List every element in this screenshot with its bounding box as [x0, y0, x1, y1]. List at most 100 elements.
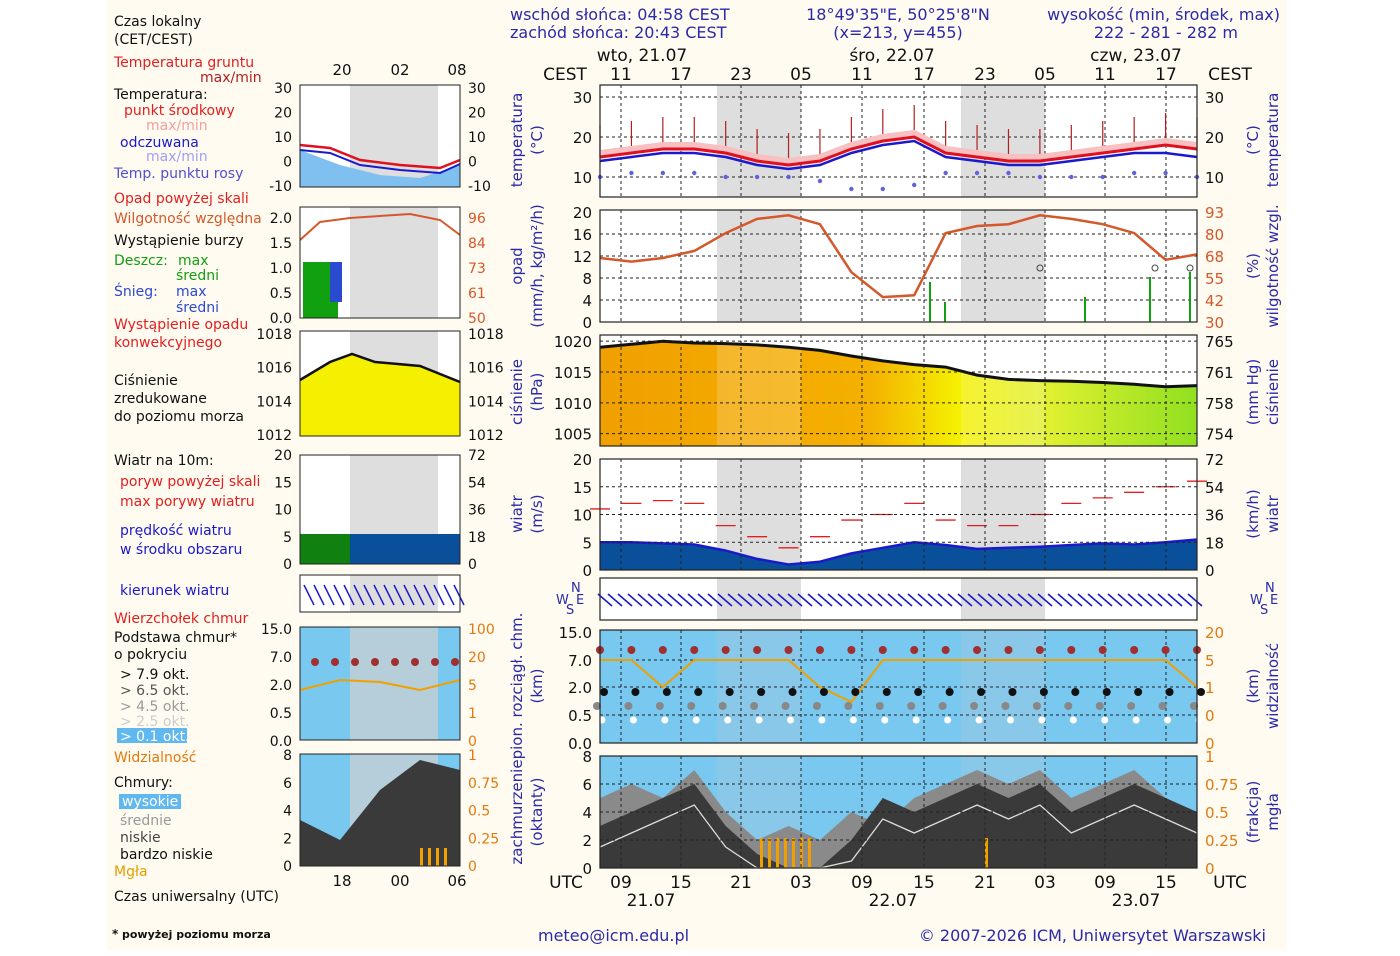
tick-right: 20 — [1205, 129, 1224, 147]
rain-avg-label: średni — [176, 268, 219, 284]
compass-w-right: W — [1250, 593, 1263, 608]
cloud-base-label-1: Podstawa chmur* — [114, 630, 237, 646]
cloud-base-dot — [781, 702, 790, 710]
cloud-top-dot — [721, 646, 730, 654]
wind-arrow — [687, 593, 703, 607]
local-hour-3: 08 — [447, 61, 466, 79]
legend-temp-line — [299, 143, 461, 170]
wind-arrow — [917, 593, 933, 607]
local-hour-2: 02 — [390, 61, 409, 79]
axis-label: mgła — [1264, 793, 1282, 831]
cloud-base-dot — [788, 688, 797, 696]
cloud-top-dot — [1067, 646, 1076, 654]
wind-arrow — [757, 593, 773, 607]
tick-left: 4 — [582, 804, 592, 822]
hour-utc-label: 15 — [670, 873, 692, 893]
day-label-1: wto, 21.07 — [597, 46, 687, 66]
legend-tick-right: 100 — [468, 622, 495, 638]
legend-tick-right: 0.25 — [468, 831, 499, 847]
cloud-base-dot — [945, 688, 954, 696]
cloud-base-dot — [661, 716, 669, 724]
pressure-area — [600, 341, 1197, 446]
cloud-base-dot — [593, 702, 601, 710]
legend-tick-right: 1 — [468, 748, 477, 764]
dew-point — [660, 170, 666, 176]
legend-humidity-line — [299, 212, 461, 241]
tick-right: 36 — [1205, 507, 1224, 525]
legend-pressure-area — [300, 354, 460, 436]
wind-arrow — [777, 593, 793, 607]
legend-wind-arrow — [443, 584, 455, 606]
night-band — [717, 210, 801, 322]
wind-arrow — [837, 593, 853, 607]
cloud-base-dot — [1127, 702, 1136, 710]
legend-visibility-line — [299, 678, 461, 692]
octa-01-label: > 0.1 okt. — [120, 729, 190, 745]
cest-label-right: CEST — [1208, 65, 1252, 85]
legend-wind-green — [300, 534, 350, 564]
tick-right: 30 — [1205, 314, 1224, 332]
cloud-top-dot — [784, 646, 793, 654]
legend-tick-right: 36 — [468, 503, 486, 519]
tick-left: 0.5 — [568, 707, 592, 725]
axis-label: (hPa) — [528, 373, 546, 412]
snow-avg-label: średni — [176, 300, 219, 316]
cloud-base-dot — [812, 702, 821, 710]
wind-arrow — [1037, 593, 1053, 607]
hour-cest-label: 17 — [1155, 65, 1177, 85]
wind-arrow — [657, 593, 673, 607]
wind-speed-line — [600, 538, 1198, 566]
felt-temp-mm: max/min — [146, 149, 208, 165]
legend-tick-left: 7.0 — [270, 650, 292, 666]
legend-tick-left: 1018 — [256, 327, 292, 343]
legend-tick-left: 10 — [274, 130, 292, 146]
utc-time-label: Czas uniwersalny (UTC) — [114, 889, 279, 905]
dew-point — [754, 174, 760, 180]
legend-tick-right: 1018 — [468, 327, 504, 343]
legend-tick-left: 1.5 — [270, 236, 292, 252]
fog-bar — [784, 838, 787, 868]
wind-title: Wiatr na 10m: — [114, 453, 214, 469]
cover-mid-line — [599, 804, 1198, 869]
cloud-base-dot — [818, 716, 826, 724]
hour-utc-label: 15 — [1155, 873, 1177, 893]
legend-wind-arrow — [453, 584, 465, 606]
tick-left: 5 — [582, 534, 592, 552]
tick-left: 20 — [573, 204, 592, 222]
wind-arrow — [987, 593, 1003, 607]
utc-label-right: UTC — [1213, 873, 1247, 893]
axis-label: (oktanty) — [528, 778, 546, 847]
wind-arrow — [677, 593, 693, 607]
day-label-2: śro, 22.07 — [849, 46, 934, 66]
cloud-base-dot — [1006, 716, 1014, 724]
cloud-base-dot — [944, 716, 952, 724]
snow-max-label: max — [176, 284, 207, 300]
wind-arrow — [767, 593, 783, 607]
tick-left: 1015 — [554, 364, 592, 382]
hour-cest-label: 23 — [730, 65, 752, 85]
wind-arrow — [827, 593, 843, 607]
axis-label: (km) — [528, 668, 546, 703]
tick-left: 30 — [573, 89, 592, 107]
compass-s-left: S — [566, 603, 574, 618]
utc-hour-3: 06 — [447, 872, 466, 890]
cloud-base-dot — [938, 702, 947, 710]
legend-tick-right: 1016 — [468, 361, 504, 377]
wind-arrow — [1077, 593, 1093, 607]
legend-tick-right: 18 — [468, 530, 486, 546]
footer-email-link[interactable]: meteo@icm.edu.pl — [538, 926, 689, 945]
wind-arrow — [867, 593, 883, 607]
panel-pressure-border — [599, 334, 1198, 447]
legend-tick-left: 20 — [274, 448, 292, 464]
wind-arrow — [1167, 593, 1183, 607]
cloud-base-dot — [1001, 702, 1010, 710]
cloud-base-dot — [1039, 688, 1048, 696]
wind-arrow — [1107, 593, 1123, 607]
sunrise-text: wschód słońca: 04:58 CEST — [510, 5, 730, 24]
octa-01-swatch — [117, 728, 187, 743]
wind-arrow — [727, 593, 743, 607]
cloud-top-dot — [910, 646, 919, 654]
temp-mid-label: punkt środkowy — [124, 103, 235, 119]
cloud-base-dot — [819, 688, 828, 696]
